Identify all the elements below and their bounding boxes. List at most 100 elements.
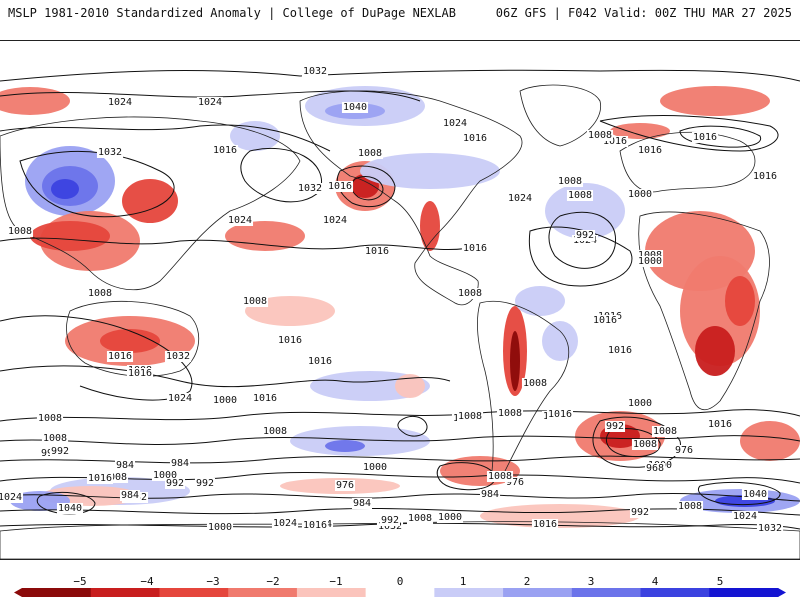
colorbar-swatch xyxy=(571,588,642,597)
isobar-label: 1024 xyxy=(273,518,297,529)
isobar-line xyxy=(0,522,800,530)
map-title: MSLP 1981-2010 Standardized Anomaly | Co… xyxy=(8,6,456,20)
isobar-label-bg xyxy=(626,398,654,409)
isobar-label-bg xyxy=(644,463,666,474)
isobar-label: 1008 xyxy=(558,176,582,187)
isobar-label-bg xyxy=(461,133,489,144)
isobar-label: 1008 xyxy=(458,288,482,299)
isobar-label: 1016 xyxy=(638,145,662,156)
isobar-label-bg xyxy=(41,433,69,444)
isobar-label: 1016 xyxy=(603,136,627,147)
isobar-label: 1000 xyxy=(213,395,237,406)
anomaly-area xyxy=(420,201,440,251)
isobar-label: 1008 xyxy=(38,413,62,424)
isobar-label-bg xyxy=(479,489,501,500)
colorbar-tick: 3 xyxy=(587,575,595,588)
anomaly-area xyxy=(225,221,305,251)
isobar-label: 1016 xyxy=(708,419,732,430)
isobar-label: 1032 xyxy=(378,521,402,532)
isobar-label: 1008 xyxy=(568,190,592,201)
anomaly-area xyxy=(610,123,670,139)
isobar-label-bg xyxy=(101,472,129,483)
isobar-line xyxy=(0,471,800,484)
isobar-label-bg xyxy=(673,445,695,456)
isobar-label-bg xyxy=(504,477,526,488)
isobar-label-bg xyxy=(456,411,484,422)
isobar-line xyxy=(0,435,800,446)
isobar-label-bg xyxy=(194,478,216,489)
isobar-label-bg xyxy=(276,335,304,346)
isobar-label: 1040 xyxy=(743,489,767,500)
isobar-label-bg xyxy=(751,171,779,182)
isobar-label-bg xyxy=(56,503,84,514)
isobar-label: 1008 xyxy=(43,433,67,444)
colorbar-tick: 2 xyxy=(523,575,531,588)
isobar-label: 1000 xyxy=(638,256,662,267)
isobar-label-bg xyxy=(636,145,664,156)
isobar-label-bg xyxy=(456,288,484,299)
isobar-label: 1016 xyxy=(693,132,717,143)
isobar-label: 1000 xyxy=(208,522,232,533)
colorbar-swatch xyxy=(296,588,367,597)
isobar-label-bg xyxy=(151,470,179,481)
isobar-label: 1008 xyxy=(88,288,112,299)
isobar-label: 1024 xyxy=(508,193,532,204)
isobar-label: 984 xyxy=(353,498,371,509)
model-run-info: 06Z GFS | F042 Valid: 00Z THU MAR 27 202… xyxy=(495,6,792,20)
isobar-label-bg xyxy=(441,118,469,129)
isobar-label-bg xyxy=(119,490,141,501)
colorbar-tick: 1 xyxy=(459,575,467,588)
isobar-label: 1000 xyxy=(363,462,387,473)
isobar-label-bg xyxy=(574,230,596,241)
isobar-label: 992 xyxy=(51,446,69,457)
colorbar-swatch xyxy=(434,588,504,597)
isobar-label-bg xyxy=(271,518,299,529)
anomaly-area xyxy=(360,153,500,189)
isobar-label-bg xyxy=(601,136,629,147)
isobar-label-bg xyxy=(296,183,324,194)
isobar-label: 1016 xyxy=(593,315,617,326)
isobar-line xyxy=(548,211,616,269)
isobar-label: 1016 xyxy=(365,246,389,257)
isobar-line xyxy=(436,462,496,491)
isobar-label-bg xyxy=(756,523,784,534)
isobar-label-bg xyxy=(86,473,114,484)
anomaly-area xyxy=(325,440,365,452)
isobar-label-bg xyxy=(341,102,369,113)
isobar-label: 1008 xyxy=(678,501,702,512)
anomaly-area xyxy=(542,321,578,361)
isobar-label: 1016 xyxy=(533,519,557,530)
anomaly-area xyxy=(395,374,425,398)
isobar-label: 1008 xyxy=(408,513,432,524)
isobar-label-bg xyxy=(261,426,289,437)
isobar-label-bg xyxy=(591,315,619,326)
anomaly-area xyxy=(740,421,800,461)
colorbar-arrow-left xyxy=(14,588,22,597)
isobar-label-bg xyxy=(361,462,389,473)
isobar-label-bg xyxy=(211,395,239,406)
isobar-label: 1024 xyxy=(733,511,757,522)
isobar-label-bg xyxy=(406,513,434,524)
isobar-label: 1016 xyxy=(328,181,352,192)
isobar-label-bg xyxy=(604,421,626,432)
isobar-label-bg xyxy=(626,189,654,200)
isobar-label-bg xyxy=(486,471,514,482)
anomaly-area xyxy=(100,329,160,353)
isobar-label: 1016 xyxy=(88,473,112,484)
isobar-label-bg xyxy=(461,243,489,254)
isobar-label: 1008 xyxy=(653,426,677,437)
isobar-label: 976 xyxy=(506,477,524,488)
isobar-label: 984 xyxy=(116,460,134,471)
isobar-line xyxy=(0,409,800,422)
isobar-label-bg xyxy=(629,507,651,518)
isobar-label-bg xyxy=(0,492,24,503)
isobar-label: 1008 xyxy=(633,439,657,450)
isobar-line xyxy=(397,415,428,437)
isobar-line xyxy=(0,90,421,102)
anomaly-area xyxy=(122,179,178,223)
isobar-label-bg xyxy=(521,378,549,389)
isobar-label: 1016 xyxy=(608,345,632,356)
africa-outline xyxy=(638,211,770,411)
isobar-label-bg xyxy=(496,408,524,419)
